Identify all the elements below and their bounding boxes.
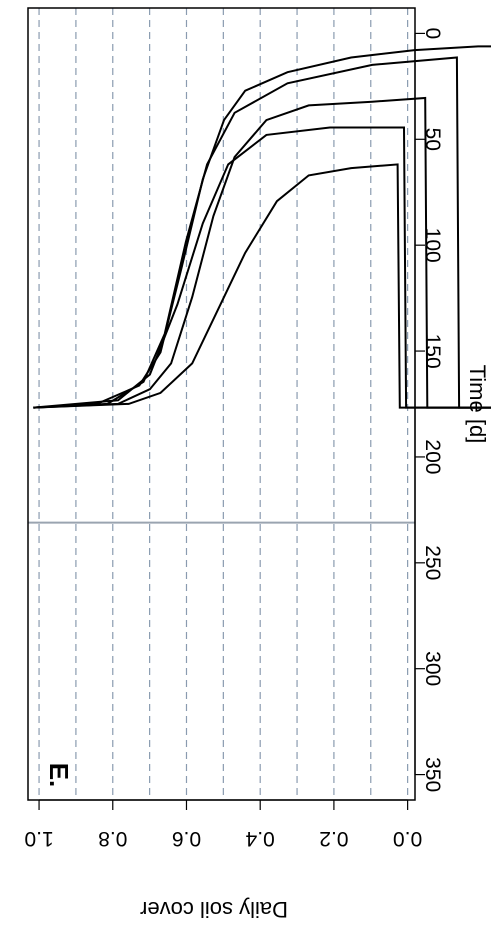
x-tick-label: 200 (421, 439, 444, 474)
series-line (33, 96, 491, 409)
x-tick-label: 350 (421, 757, 444, 792)
series-line (33, 163, 491, 409)
y-axis-title: Daily soil cover (140, 897, 288, 922)
x-tick-label: 250 (421, 545, 444, 580)
x-tick-label: 100 (421, 228, 444, 263)
x-tick-label: 50 (421, 128, 444, 151)
x-tick-label: 150 (421, 334, 444, 369)
x-tick-label: 300 (421, 651, 444, 686)
y-tick-label: 1.0 (24, 827, 53, 850)
y-tick-label: 0.6 (172, 827, 201, 850)
axis-layer: 0 50 100 150 200 250 300 350 0.0 0.2 0.4 0.6 0.8 1.0 (24, 28, 444, 850)
series-line (33, 126, 491, 409)
y-tick-label: 0.8 (98, 827, 127, 850)
y-tick-label: 0.4 (245, 827, 275, 850)
y-tick-label: 0.2 (319, 827, 348, 850)
x-tick-label: 0 (421, 28, 444, 40)
x-axis-title: Time [d] (465, 365, 490, 444)
panel-label: E. (44, 763, 74, 788)
y-tick-label: 0.0 (393, 827, 422, 850)
